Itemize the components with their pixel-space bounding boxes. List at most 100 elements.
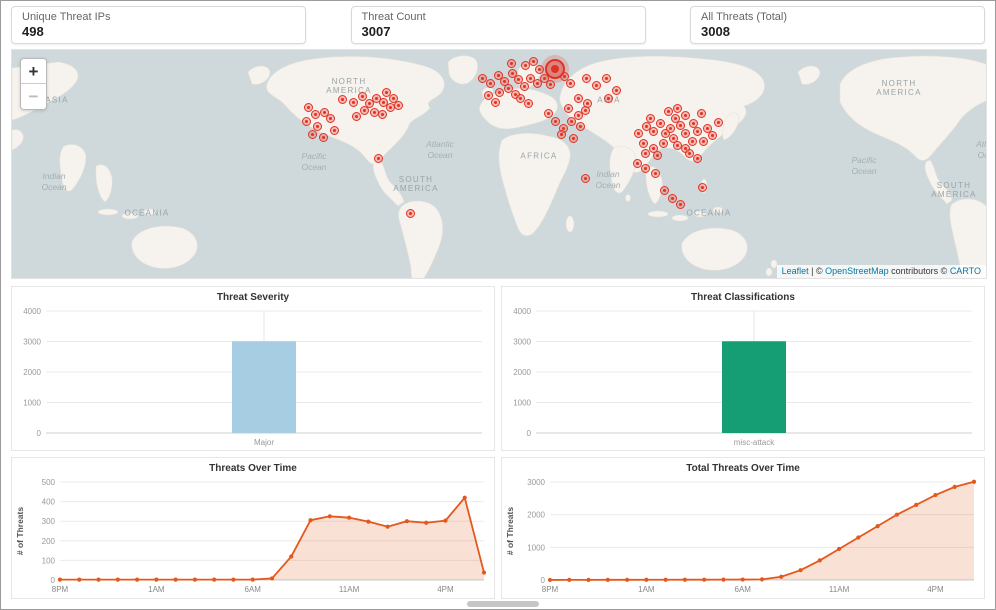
threat-marker[interactable] <box>675 199 685 209</box>
threat-marker[interactable] <box>640 148 650 158</box>
threat-marker[interactable] <box>556 129 566 139</box>
threat-marker[interactable] <box>707 130 717 140</box>
threat-marker[interactable] <box>563 103 573 113</box>
threat-marker[interactable] <box>493 70 503 80</box>
threat-marker[interactable] <box>601 73 611 83</box>
threat-marker[interactable] <box>565 78 575 88</box>
threat-marker[interactable] <box>373 153 383 163</box>
threat-cluster-marker[interactable] <box>545 59 565 79</box>
zoom-out-button[interactable]: − <box>21 84 46 109</box>
threat-marker[interactable] <box>503 83 513 93</box>
threat-marker[interactable] <box>641 121 651 131</box>
threat-marker[interactable] <box>603 93 613 103</box>
threat-marker[interactable] <box>663 106 673 116</box>
threat-marker[interactable] <box>534 64 544 74</box>
threat-marker[interactable] <box>520 60 530 70</box>
threat-marker[interactable] <box>702 123 712 133</box>
threat-marker[interactable] <box>697 182 707 192</box>
threat-marker[interactable] <box>318 132 328 142</box>
threat-marker[interactable] <box>680 128 690 138</box>
threat-map[interactable]: ASIA Indian Ocean OCEANIA NORTH AMERICA Paci… <box>11 49 987 279</box>
threat-marker[interactable] <box>688 118 698 128</box>
threat-marker[interactable] <box>351 111 361 121</box>
threat-marker[interactable] <box>494 87 504 97</box>
threat-marker[interactable] <box>543 108 553 118</box>
threat-marker[interactable] <box>337 94 347 104</box>
openstreetmap-link[interactable]: OpenStreetMap <box>825 266 889 276</box>
threat-marker[interactable] <box>301 116 311 126</box>
threat-marker[interactable] <box>573 93 583 103</box>
threat-marker[interactable] <box>405 208 415 218</box>
threat-marker[interactable] <box>528 56 538 66</box>
threat-marker[interactable] <box>652 150 662 160</box>
threat-marker[interactable] <box>692 153 702 163</box>
threat-marker[interactable] <box>485 78 495 88</box>
threat-marker[interactable] <box>660 128 670 138</box>
threat-marker[interactable] <box>713 117 723 127</box>
threat-marker[interactable] <box>523 98 533 108</box>
threat-marker[interactable] <box>665 123 675 133</box>
threat-marker[interactable] <box>319 107 329 117</box>
threat-marker[interactable] <box>591 80 601 90</box>
threat-marker[interactable] <box>648 126 658 136</box>
threat-marker[interactable] <box>566 116 576 126</box>
threat-marker[interactable] <box>658 138 668 148</box>
threat-marker[interactable] <box>611 85 621 95</box>
threat-marker[interactable] <box>650 168 660 178</box>
threat-marker[interactable] <box>519 81 529 91</box>
threat-marker[interactable] <box>393 100 403 110</box>
threat-marker[interactable] <box>388 93 398 103</box>
threat-marker[interactable] <box>667 193 677 203</box>
threat-marker[interactable] <box>698 136 708 146</box>
threat-marker[interactable] <box>582 98 592 108</box>
threat-marker[interactable] <box>659 185 669 195</box>
threat-marker[interactable] <box>364 98 374 108</box>
threat-marker[interactable] <box>675 120 685 130</box>
threat-marker[interactable] <box>483 90 493 100</box>
threat-marker[interactable] <box>381 87 391 97</box>
threat-marker[interactable] <box>377 109 387 119</box>
threat-marker[interactable] <box>515 93 525 103</box>
threat-marker[interactable] <box>670 113 680 123</box>
threat-marker[interactable] <box>684 148 694 158</box>
threat-marker[interactable] <box>640 163 650 173</box>
threat-marker[interactable] <box>532 78 542 88</box>
threat-marker[interactable] <box>378 97 388 107</box>
threat-marker[interactable] <box>638 138 648 148</box>
threat-marker[interactable] <box>545 79 555 89</box>
threat-marker[interactable] <box>513 74 523 84</box>
threat-marker[interactable] <box>507 68 517 78</box>
threat-marker[interactable] <box>357 91 367 101</box>
threat-marker[interactable] <box>312 121 322 131</box>
threat-marker[interactable] <box>348 97 358 107</box>
threat-marker[interactable] <box>632 158 642 168</box>
threat-marker[interactable] <box>680 110 690 120</box>
threat-marker[interactable] <box>359 105 369 115</box>
leaflet-link[interactable]: Leaflet <box>781 266 809 276</box>
threat-marker[interactable] <box>672 103 682 113</box>
threat-marker[interactable] <box>307 129 317 139</box>
threat-marker[interactable] <box>692 126 702 136</box>
threat-marker[interactable] <box>525 73 535 83</box>
threat-marker[interactable] <box>329 125 339 135</box>
threat-marker[interactable] <box>303 102 313 112</box>
threat-marker[interactable] <box>633 128 643 138</box>
threat-marker[interactable] <box>506 58 516 68</box>
threat-marker[interactable] <box>696 108 706 118</box>
horizontal-scrollbar[interactable] <box>467 601 539 607</box>
threat-marker[interactable] <box>580 173 590 183</box>
threat-marker[interactable] <box>310 109 320 119</box>
threat-marker[interactable] <box>325 113 335 123</box>
threat-marker[interactable] <box>490 97 500 107</box>
threat-marker[interactable] <box>581 73 591 83</box>
threat-marker[interactable] <box>655 118 665 128</box>
threat-marker[interactable] <box>539 73 549 83</box>
threat-marker[interactable] <box>550 116 560 126</box>
carto-link[interactable]: CARTO <box>949 266 981 276</box>
threat-marker[interactable] <box>477 73 487 83</box>
threat-marker[interactable] <box>645 113 655 123</box>
zoom-in-button[interactable]: + <box>21 59 46 84</box>
threat-marker[interactable] <box>573 110 583 120</box>
threat-marker[interactable] <box>568 133 578 143</box>
threat-marker[interactable] <box>687 136 697 146</box>
